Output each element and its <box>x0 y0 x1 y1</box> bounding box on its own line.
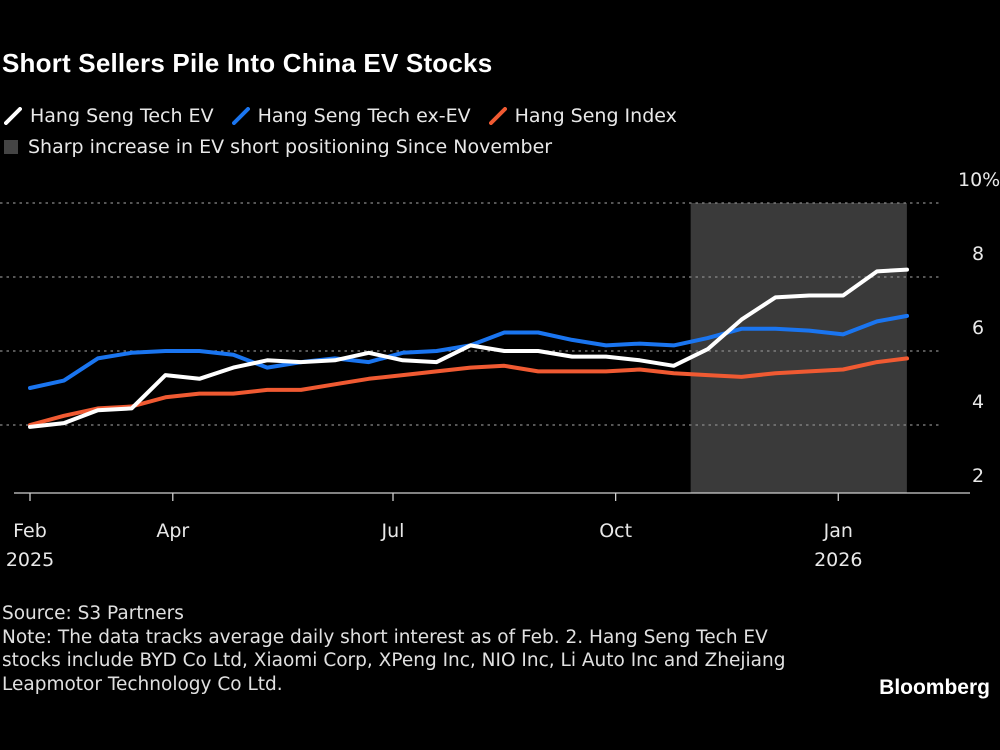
legend-label: Hang Seng Tech EV <box>30 105 214 127</box>
x-tick-label: Jan <box>823 520 853 542</box>
y-tick-label: 4 <box>972 391 984 413</box>
legend-item-tech-ev: Hang Seng Tech EV <box>4 105 214 127</box>
legend-swatch-icon <box>4 107 22 125</box>
x-tick-year-label: 2026 <box>814 549 862 571</box>
legend: Hang Seng Tech EV Hang Seng Tech ex-EV H… <box>4 105 695 127</box>
legend-box-icon <box>4 140 18 154</box>
y-tick-label: 10% <box>958 169 1000 191</box>
legend-label: Sharp increase in EV short positioning S… <box>28 136 553 158</box>
chart-title: Short Sellers Pile Into China EV Stocks <box>2 48 493 78</box>
legend-item-tech-ex-ev: Hang Seng Tech ex-EV <box>231 105 471 127</box>
y-tick-label: 8 <box>972 243 984 265</box>
legend-label: Hang Seng Index <box>514 105 677 127</box>
legend-swatch-icon <box>231 107 250 125</box>
legend-swatch-icon <box>488 107 507 125</box>
shaded-region <box>690 203 907 493</box>
x-tick-label: Apr <box>156 520 189 542</box>
y-tick-label: 6 <box>972 317 984 339</box>
footer: Source: S3 Partners Note: The data track… <box>2 602 802 696</box>
y-tick-label: 2 <box>972 465 984 487</box>
x-tick-label: Oct <box>599 520 632 542</box>
x-tick-label: Jul <box>381 520 405 542</box>
x-tick-year-label: 2025 <box>6 549 54 571</box>
legend-item-shaded-region: Sharp increase in EV short positioning S… <box>4 136 552 158</box>
legend-item-hang-seng-index: Hang Seng Index <box>488 105 677 127</box>
legend-label: Hang Seng Tech ex-EV <box>257 105 471 127</box>
legend-shade: Sharp increase in EV short positioning S… <box>4 136 570 158</box>
bloomberg-logo: Bloomberg <box>879 676 990 699</box>
note-text: Note: The data tracks average daily shor… <box>2 626 786 695</box>
source-text: Source: S3 Partners <box>2 603 184 624</box>
x-tick-label: Feb <box>13 520 47 542</box>
